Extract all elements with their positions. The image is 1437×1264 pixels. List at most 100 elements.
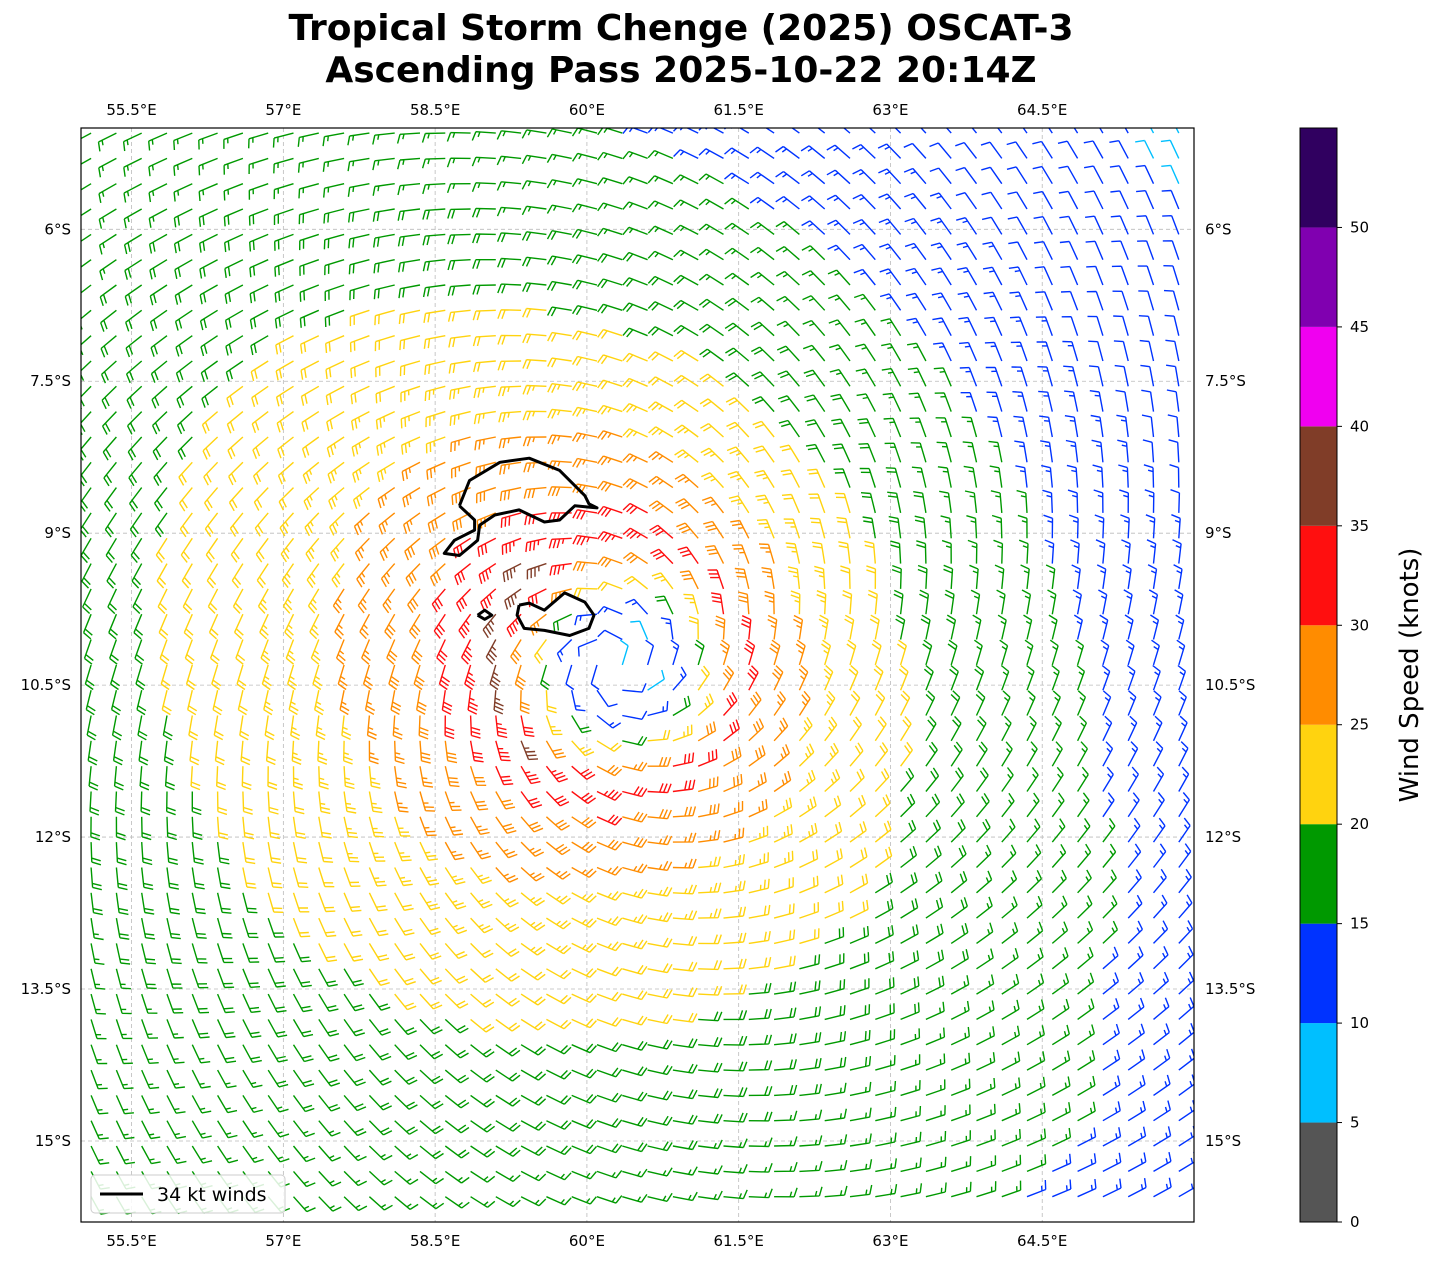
wind-barb-path xyxy=(976,1077,996,1097)
wind-barb-path xyxy=(349,284,370,301)
wind-barb-path xyxy=(1127,894,1143,919)
wind-barb xyxy=(368,943,390,962)
wind-barb xyxy=(1026,1154,1047,1173)
wind-barb-path xyxy=(546,153,572,163)
wind-barb xyxy=(596,1143,623,1154)
wind-barb xyxy=(115,842,127,866)
wind-barb-path xyxy=(421,157,446,169)
wind-barb-path xyxy=(81,385,92,410)
wind-barb-path xyxy=(957,267,978,286)
wind-barb-path xyxy=(882,392,902,412)
wind-barb xyxy=(361,639,371,665)
wind-barb-path xyxy=(577,638,598,657)
wind-barb xyxy=(939,490,952,513)
wind-barb-path xyxy=(879,268,902,286)
wind-barb-path xyxy=(571,203,598,213)
wind-barb xyxy=(875,1158,897,1173)
wind-barb-path xyxy=(723,1087,748,1098)
wind-barb-path xyxy=(292,892,310,913)
wind-barb-path xyxy=(292,943,312,963)
wind-barb xyxy=(546,280,572,292)
wind-barb-path xyxy=(1137,240,1155,260)
wind-barb xyxy=(622,527,648,540)
wind-barb-path xyxy=(216,968,235,989)
wind-barb-path xyxy=(925,975,945,995)
wind-barb-path xyxy=(622,226,648,236)
wind-barb-path xyxy=(925,1182,947,1198)
wind-barb xyxy=(546,1044,572,1055)
wind-barb-path xyxy=(596,916,623,927)
wind-barb xyxy=(973,639,983,666)
wind-barb xyxy=(252,436,269,459)
wind-barb xyxy=(97,132,117,152)
wind-barb-path xyxy=(318,841,334,863)
wind-barb-path xyxy=(875,977,895,995)
wind-barb-path xyxy=(89,791,100,816)
wind-barb-path xyxy=(141,1044,159,1064)
wind-barb-path xyxy=(877,143,902,159)
wind-barb xyxy=(419,1170,444,1185)
wind-barb xyxy=(216,892,232,914)
wind-barb-path xyxy=(748,1060,773,1071)
wind-barb xyxy=(1122,564,1132,590)
wind-barb-path xyxy=(849,716,862,742)
wind-barb-path xyxy=(597,202,623,212)
wind-barb xyxy=(622,176,648,185)
wind-barb-path xyxy=(409,613,421,640)
wind-barb-path xyxy=(90,1120,109,1140)
wind-barb xyxy=(622,251,648,262)
wind-barb xyxy=(987,416,1003,438)
wind-barb xyxy=(1076,715,1088,742)
wind-barb xyxy=(242,968,261,988)
wind-barb-path xyxy=(444,715,455,740)
wind-barb xyxy=(373,284,395,300)
wind-barb-path xyxy=(166,816,177,841)
wind-barb xyxy=(929,142,952,159)
wind-barb-path xyxy=(199,233,218,253)
wind-barb-path xyxy=(723,984,747,995)
wind-barb xyxy=(672,832,697,843)
wind-barb xyxy=(191,1120,212,1139)
wind-barb xyxy=(292,766,303,790)
wind-barb-path xyxy=(597,328,623,339)
wind-barb-path xyxy=(448,335,471,348)
wind-barb xyxy=(799,822,818,843)
wind-barb xyxy=(357,588,370,614)
wind-barb-path xyxy=(660,617,674,640)
wind-barb xyxy=(141,968,157,990)
wind-barb-path xyxy=(252,461,269,485)
wind-barb xyxy=(359,613,371,640)
wind-barb-path xyxy=(375,360,395,378)
wind-barb xyxy=(1139,339,1155,362)
wind-barb xyxy=(800,170,826,185)
wind-barb xyxy=(903,142,927,159)
wind-barb xyxy=(597,278,623,289)
wind-barb-path xyxy=(597,605,623,615)
wind-barb xyxy=(327,461,345,484)
wind-barb-path xyxy=(394,1196,419,1210)
wind-barb xyxy=(748,825,769,843)
wind-barb-path xyxy=(191,816,203,840)
wind-barb xyxy=(940,515,952,539)
wind-barb-path xyxy=(240,740,251,766)
wind-barb xyxy=(424,385,446,402)
y-tick-label-left: 9°S xyxy=(44,524,71,542)
wind-barb-path xyxy=(166,1095,186,1114)
wind-barb xyxy=(520,1018,546,1031)
wind-barb-path xyxy=(802,295,826,311)
wind-barb-path xyxy=(209,639,220,665)
wind-barb-path xyxy=(875,1183,898,1198)
wind-barb-path xyxy=(495,791,516,810)
wind-barb-path xyxy=(647,1141,673,1152)
wind-barb xyxy=(750,296,775,311)
wind-barb-path xyxy=(673,399,699,413)
wind-barb-path xyxy=(1094,514,1105,539)
wind-barb-path xyxy=(166,993,184,1014)
wind-barb xyxy=(723,827,745,843)
wind-barb-path xyxy=(674,449,699,463)
wind-barb-path xyxy=(520,1094,547,1106)
wind-barb xyxy=(622,1066,648,1077)
wind-barb-path xyxy=(597,581,623,592)
wind-barb xyxy=(166,1019,184,1039)
wind-barb-path xyxy=(127,436,143,461)
